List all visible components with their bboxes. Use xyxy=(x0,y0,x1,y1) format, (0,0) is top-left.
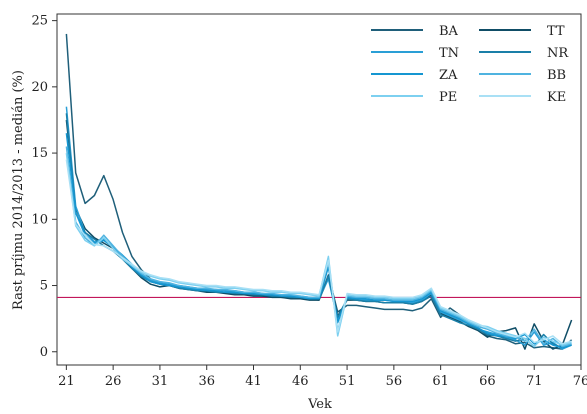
y-tick-label: 0 xyxy=(40,345,48,360)
series-line-tn xyxy=(65,106,572,350)
legend-label-tn: TN xyxy=(439,46,459,61)
legend-label-pe: PE xyxy=(439,90,457,105)
legend-label-ke: KE xyxy=(547,90,566,105)
legend-label-nr: NR xyxy=(547,46,569,61)
x-axis: 21 26 31 36 41 46 51 56 61 66 71 76 xyxy=(58,365,587,389)
y-axis-label: Rast príjmu 2014/2013 - medián (%) xyxy=(11,70,26,310)
x-tick-label: 21 xyxy=(58,374,75,389)
x-tick-label: 31 xyxy=(152,374,169,389)
series-line-za xyxy=(65,133,572,349)
series-layer xyxy=(65,33,573,350)
x-axis-label: Vek xyxy=(307,397,332,412)
series-line-ke xyxy=(65,159,572,345)
y-tick-label: 10 xyxy=(31,212,48,227)
series-line-bb xyxy=(65,146,572,348)
x-tick-label: 56 xyxy=(386,374,403,389)
legend-label-za: ZA xyxy=(439,68,458,83)
y-tick-label: 20 xyxy=(31,80,48,95)
y-tick-label: 5 xyxy=(40,279,48,294)
y-tick-label: 15 xyxy=(31,146,48,161)
x-tick-label: 71 xyxy=(526,374,543,389)
series-line-nr xyxy=(65,113,572,349)
legend: BA TT TN NR ZA BB PE KE xyxy=(363,16,577,106)
legend-label-tt: TT xyxy=(547,24,565,39)
x-tick-label: 26 xyxy=(105,374,122,389)
series-line-tt xyxy=(65,119,573,350)
legend-label-bb: BB xyxy=(547,68,566,83)
plot-area xyxy=(56,13,582,366)
plot-frame xyxy=(56,13,582,366)
x-tick-label: 61 xyxy=(432,374,449,389)
y-axis: 0 5 10 15 20 25 xyxy=(31,14,57,360)
y-tick-label: 25 xyxy=(31,14,48,29)
x-tick-label: 51 xyxy=(339,374,356,389)
x-tick-label: 66 xyxy=(479,374,496,389)
x-tick-label: 41 xyxy=(245,374,262,389)
x-tick-label: 46 xyxy=(292,374,309,389)
legend-label-ba: BA xyxy=(439,24,459,39)
x-tick-label: 76 xyxy=(573,374,587,389)
series-line-pe xyxy=(65,153,572,348)
x-tick-label: 36 xyxy=(198,374,215,389)
